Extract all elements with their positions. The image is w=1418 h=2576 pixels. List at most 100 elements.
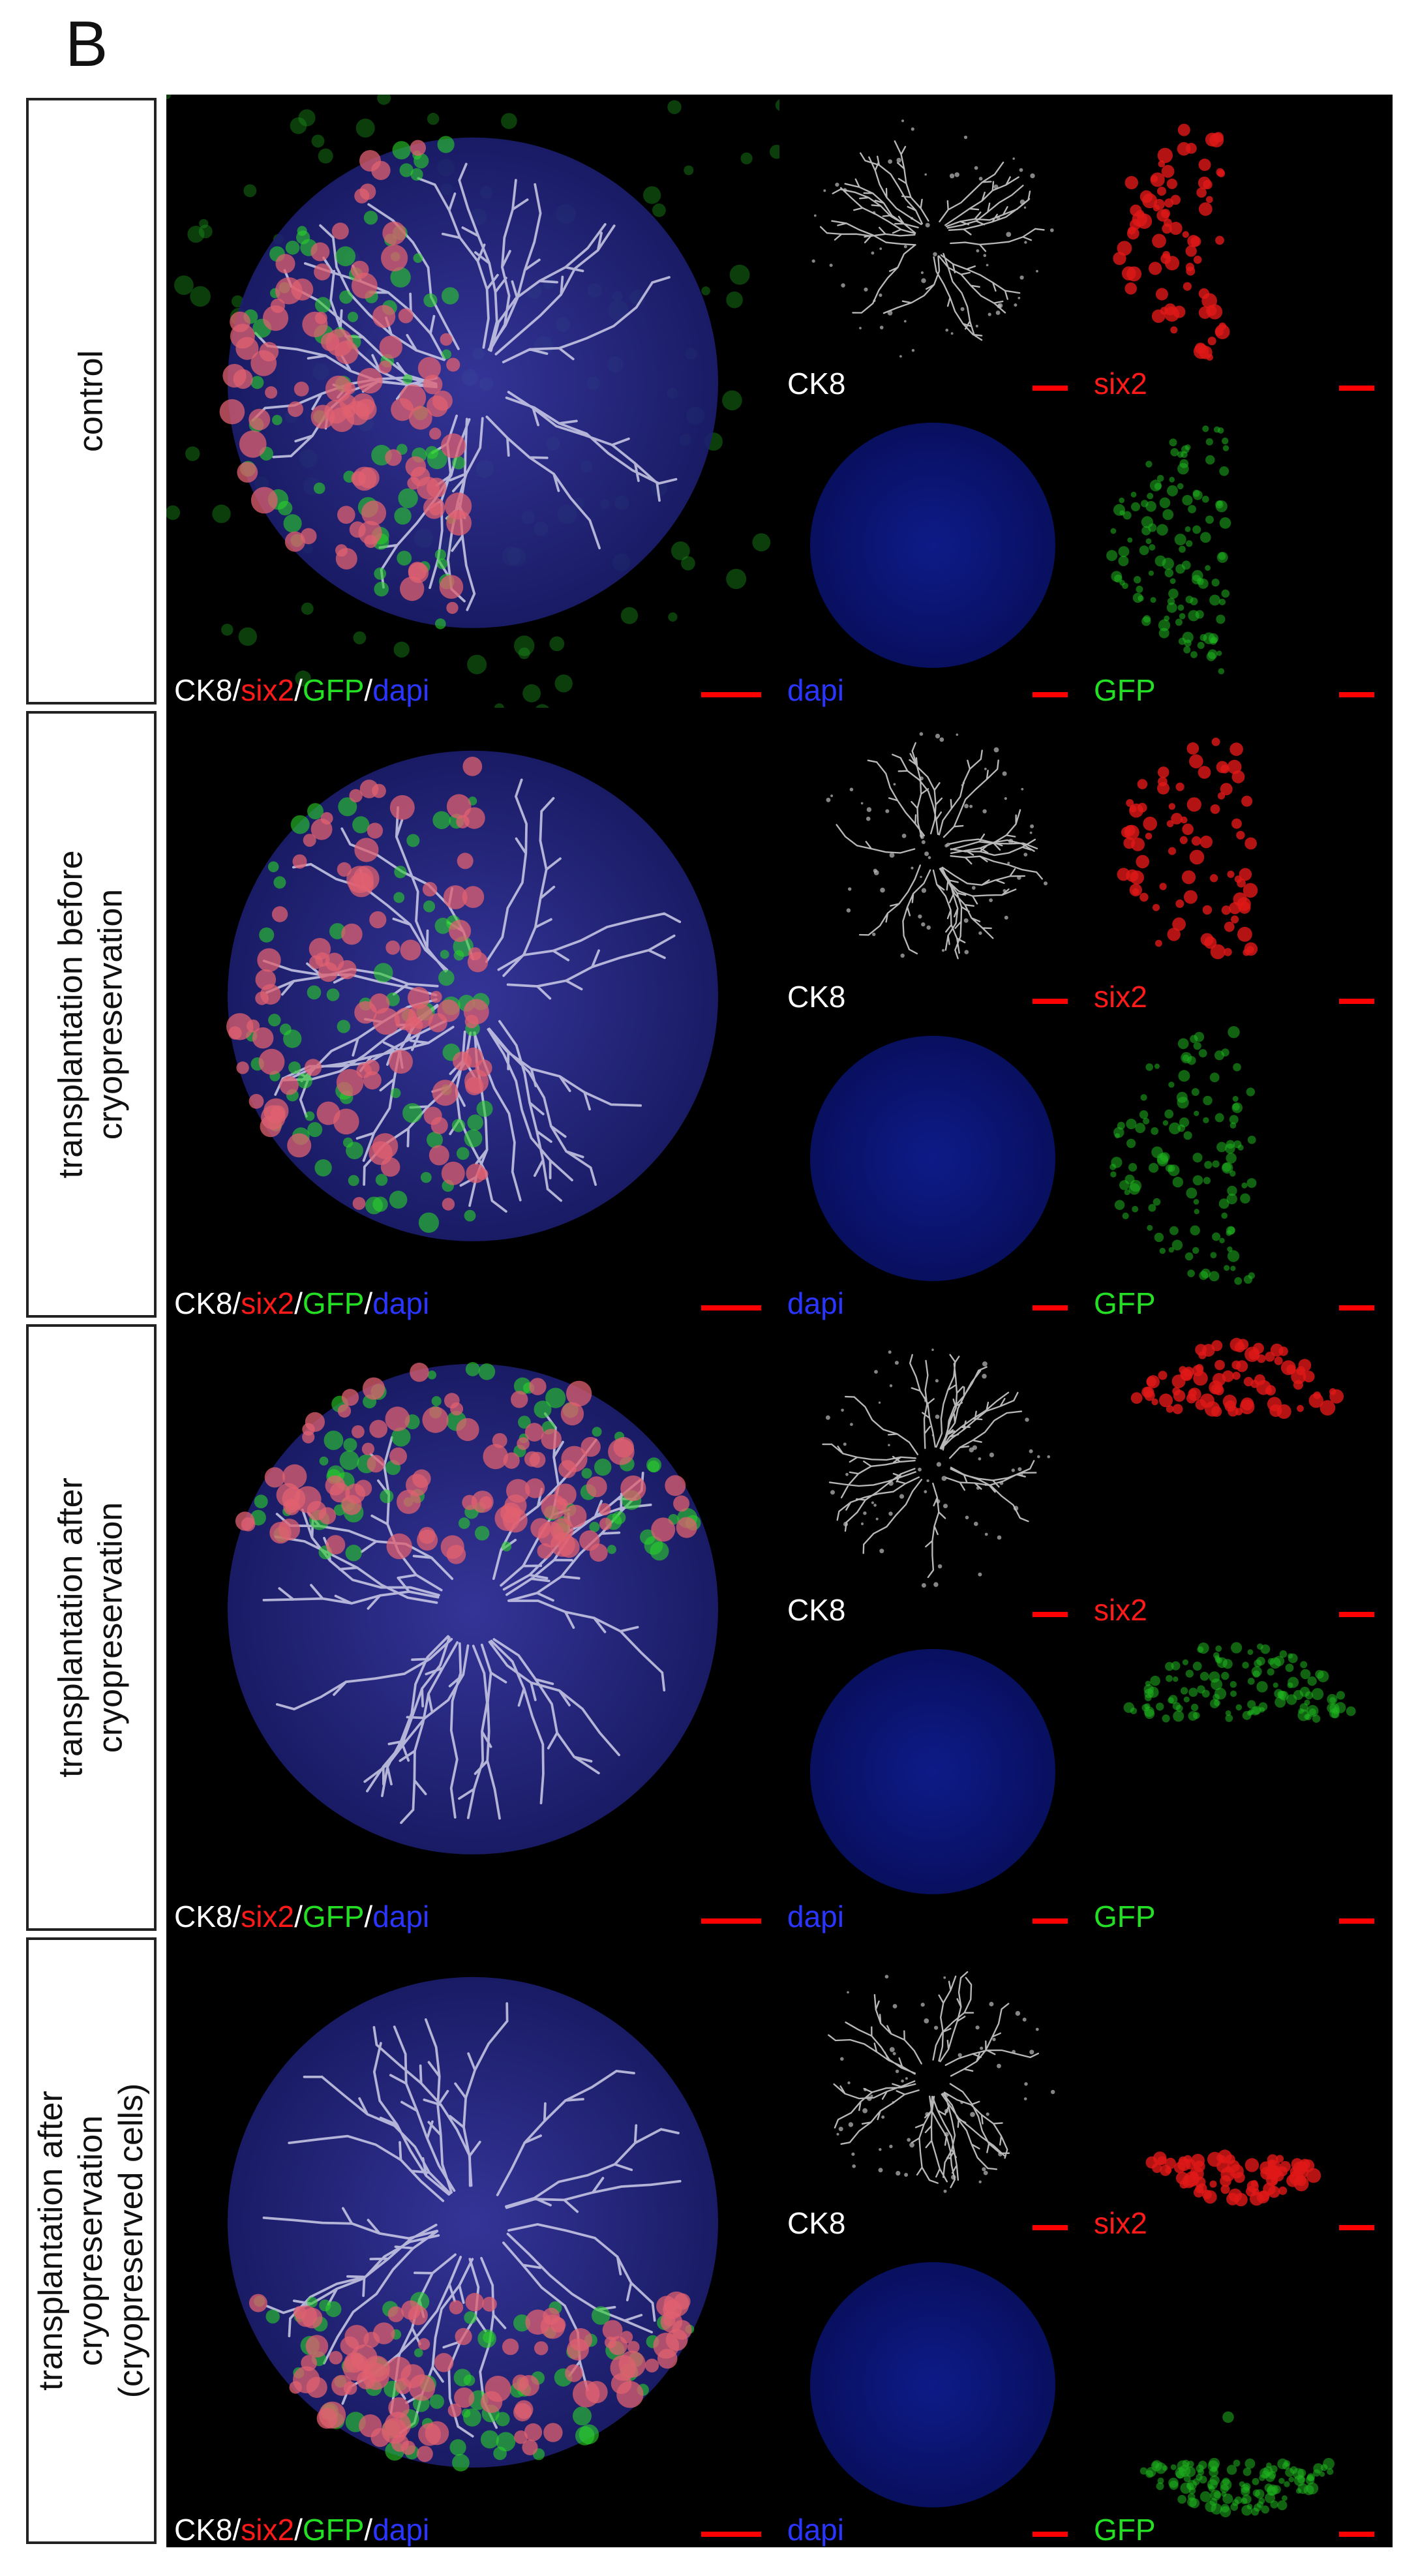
- gfp-micrograph: [1086, 2241, 1393, 2547]
- ck8-tip: [992, 2037, 996, 2042]
- six2-cap: [1126, 227, 1139, 240]
- gfp-signal: [1192, 569, 1203, 582]
- gfp-signal: [1147, 492, 1154, 500]
- six2-cap: [560, 1402, 584, 1426]
- six2-cap: [1177, 123, 1190, 136]
- ck8-tip: [1049, 228, 1054, 232]
- six2-cap: [457, 853, 474, 870]
- gfp-signal: [1228, 1026, 1240, 1038]
- six2-cap: [282, 1464, 307, 1489]
- six2-cap: [1252, 1342, 1264, 1354]
- gfp-signal: [1140, 1094, 1147, 1101]
- gfp-signal: [1162, 509, 1174, 521]
- six2-cap: [401, 2300, 421, 2320]
- six2-cap: [1280, 2160, 1291, 2172]
- ck8-tip: [823, 189, 826, 192]
- ck8-tip: [889, 2144, 893, 2149]
- ck8-tip: [1004, 797, 1007, 800]
- six2-cap: [303, 834, 316, 847]
- six2-cap: [410, 140, 426, 156]
- gfp-signal: [452, 2453, 470, 2472]
- gfp-signal: [1153, 1198, 1161, 1206]
- gfp-signal: [420, 1172, 432, 1183]
- gfp-signal: [272, 415, 282, 425]
- six2-cap: [294, 1486, 322, 1513]
- gfp-signal: [1180, 1687, 1188, 1695]
- gfp-signal: [1126, 1138, 1136, 1148]
- six2-cap: [439, 575, 464, 599]
- six2-cap: [249, 2294, 267, 2312]
- six2-cap: [524, 1423, 544, 1442]
- gfp-signal: [1151, 1127, 1159, 1135]
- gfp-signal: [1207, 649, 1218, 659]
- gfp-signal: [394, 507, 412, 525]
- merged-image-before-cryo: CK8/six2/GFP/dapi: [166, 708, 779, 1321]
- gfp-signal: [453, 2369, 472, 2387]
- six2-cap: [1160, 253, 1171, 264]
- ck8-tip: [879, 2148, 882, 2151]
- six2-cap: [1231, 770, 1245, 783]
- six2-cap: [385, 449, 402, 466]
- six2-cap: [252, 1027, 274, 1049]
- gfp-label: GFP: [1094, 673, 1156, 707]
- merged-label: CK8/six2/GFP/dapi: [174, 2515, 429, 2545]
- ck8-tip: [978, 177, 983, 181]
- ck8-tip: [813, 214, 817, 217]
- six2-cap: [482, 2296, 497, 2312]
- six2-cap: [1233, 892, 1247, 907]
- gfp-signal: [1141, 516, 1153, 528]
- six2-cap: [676, 1517, 697, 1538]
- gfp-signal: [1197, 641, 1205, 649]
- gfp-signal: [1182, 1659, 1188, 1665]
- ck8-tip: [918, 914, 922, 919]
- six2-cap: [1237, 926, 1252, 942]
- six2-cap: [543, 2307, 560, 2325]
- gfp-haze: [290, 117, 307, 134]
- gfp-haze: [243, 184, 257, 198]
- gfp-signal: [1177, 483, 1184, 490]
- ck8-tip: [1017, 875, 1021, 880]
- ck8-branches: [262, 2002, 682, 2438]
- gfp-signal: [1118, 556, 1129, 566]
- ck8-tip: [944, 2132, 949, 2137]
- six2-cap: [511, 1391, 528, 1408]
- gfp-signal: [1188, 1688, 1198, 1697]
- six2-cap: [618, 2350, 646, 2378]
- gfp-signal: [1150, 597, 1156, 603]
- gfp-signal: [1144, 1708, 1155, 1720]
- ck8-image-after-cryo-cells: CK8: [779, 1934, 1086, 2241]
- gfp-haze: [740, 152, 753, 164]
- gfp-signal: [1119, 580, 1125, 586]
- ck8-tip: [974, 1521, 978, 1526]
- six2-cap: [1202, 905, 1213, 915]
- six2-cap: [1198, 766, 1211, 779]
- gfp-signal: [427, 1371, 436, 1380]
- ck8-tip: [1023, 2097, 1027, 2100]
- six2-label: six2: [1094, 1593, 1147, 1627]
- gfp-haze: [318, 148, 333, 164]
- ck8-tip: [848, 887, 852, 891]
- six2-image-after-cryo-cells: six2: [1086, 1934, 1393, 2241]
- ck8-tip: [889, 1384, 893, 1387]
- ck8-tip: [1030, 173, 1035, 179]
- six2-cap: [567, 2338, 589, 2361]
- ck8-tip: [972, 886, 976, 890]
- ck8-branches: [251, 162, 678, 611]
- gfp-signal: [1136, 585, 1143, 593]
- six2-cap: [454, 2387, 475, 2408]
- six2-cap: [349, 789, 363, 802]
- gfp-haze: [722, 390, 742, 411]
- row-label-after-cryo-cells: transplantation after cryopreservation (cr…: [26, 1937, 157, 2544]
- ck8-tip: [974, 166, 978, 170]
- gfp-signal: [1177, 604, 1184, 611]
- six2-cap: [1183, 282, 1192, 291]
- gfp-signal: [1300, 1669, 1311, 1680]
- ck8-tip: [911, 127, 914, 131]
- six2-cap: [1155, 939, 1162, 947]
- gfp-haze: [166, 505, 181, 521]
- six2-cap: [1207, 337, 1216, 346]
- gfp-signal: [1220, 2479, 1232, 2491]
- scale-bar: [1339, 1918, 1374, 1924]
- six2-cap: [1171, 813, 1183, 825]
- label-separator: /: [232, 2513, 241, 2547]
